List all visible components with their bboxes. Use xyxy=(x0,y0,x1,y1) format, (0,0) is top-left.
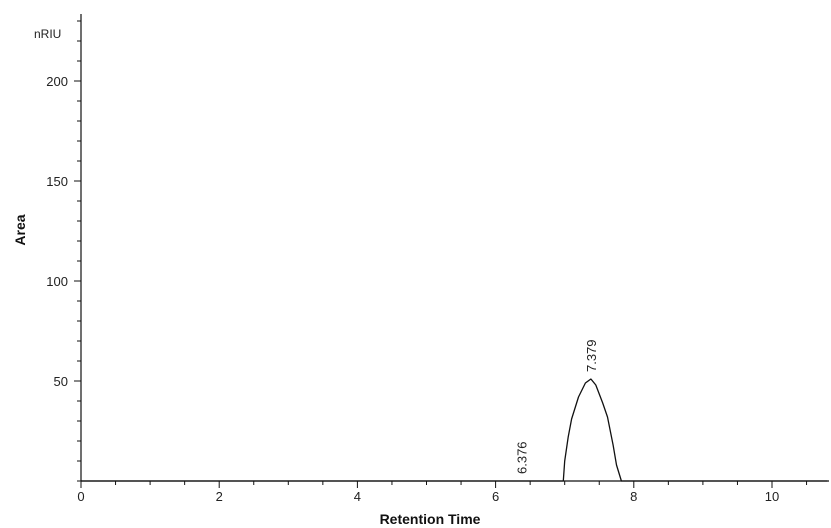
ticks: 0 2 4 6 8 10 50 100 150 200 xyxy=(46,20,808,504)
x-tick-label: 8 xyxy=(630,489,637,504)
x-axis-title: Retention Time xyxy=(380,511,481,527)
series-line xyxy=(81,378,828,482)
peak-label: 6.376 xyxy=(515,441,530,474)
axes xyxy=(80,14,829,482)
trace-layer xyxy=(81,378,828,482)
x-tick-label: 0 xyxy=(77,489,84,504)
x-tick-label: 4 xyxy=(354,489,361,504)
x-tick-label: 6 xyxy=(492,489,499,504)
x-tick-label: 2 xyxy=(216,489,223,504)
x-tick-label: 10 xyxy=(765,489,779,504)
peak-annotations: 7.379 6.376 xyxy=(515,339,599,474)
y-axis-title: Area xyxy=(12,214,28,245)
y-tick-label: 200 xyxy=(46,74,68,89)
y-tick-label: 50 xyxy=(54,374,68,389)
y-tick-label: 100 xyxy=(46,274,68,289)
y-unit-label: nRIU xyxy=(34,27,61,41)
y-tick-label: 150 xyxy=(46,174,68,189)
peak-label: 7.379 xyxy=(584,339,599,372)
